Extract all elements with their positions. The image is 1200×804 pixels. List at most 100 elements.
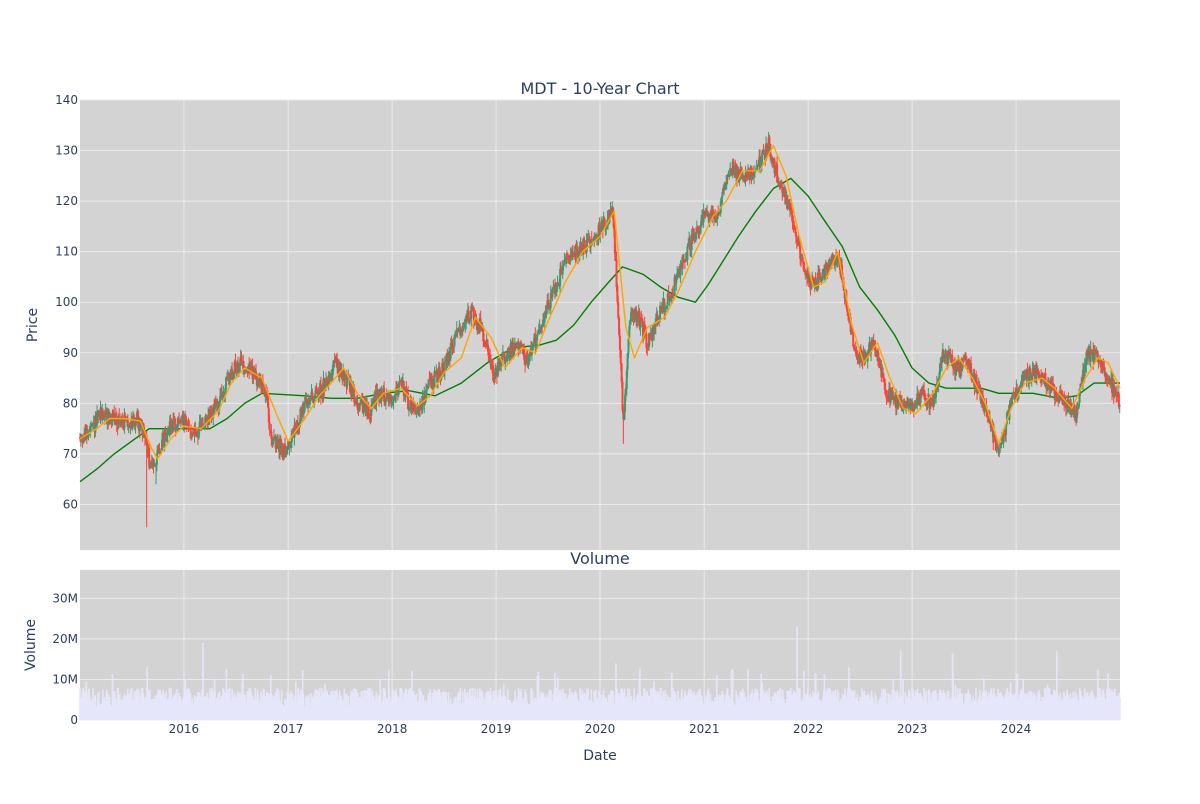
candle-body <box>795 236 798 244</box>
x-tick-label: 2016 <box>169 722 200 736</box>
volume-bar <box>249 688 252 720</box>
candle-body <box>123 415 126 429</box>
volume-bar <box>136 688 138 720</box>
volume-bar <box>753 693 756 720</box>
volume-bar <box>1119 698 1121 720</box>
candle-body <box>925 403 928 405</box>
date-x-axis: 2016 2017 2018 2019 2020 2021 2022 2023 2024 <box>169 722 1032 736</box>
volume-bar <box>617 692 620 720</box>
candle-body <box>487 346 490 356</box>
candle-body <box>470 306 473 319</box>
candle-body <box>729 168 732 176</box>
candle-body <box>204 416 207 425</box>
candle-body <box>629 320 632 325</box>
candle-body <box>126 419 129 427</box>
volume-bar <box>548 689 551 720</box>
candle-body <box>184 417 187 428</box>
candle-body <box>705 214 708 216</box>
volume-bar <box>997 688 999 720</box>
candle-body <box>468 318 471 323</box>
volume-bar <box>593 691 596 720</box>
candle-body <box>237 371 240 374</box>
candle-body <box>143 437 146 439</box>
candle-body <box>1085 352 1088 366</box>
volume-bar <box>225 669 228 720</box>
candle-body <box>136 411 139 423</box>
candle-body <box>316 389 319 392</box>
volume-bar <box>730 670 733 720</box>
candle-body <box>383 400 386 404</box>
candle-body <box>671 293 674 295</box>
candle-body <box>958 362 961 374</box>
x-axis-label: Date <box>583 748 616 764</box>
candle-body <box>615 259 618 288</box>
candle-body <box>561 265 564 275</box>
candle-body <box>823 267 826 280</box>
candle-body <box>907 403 910 408</box>
candle-body <box>124 415 127 420</box>
candle-body <box>625 370 628 390</box>
candle-body <box>1032 367 1035 370</box>
candle-body <box>897 400 900 407</box>
candle-body <box>856 356 859 360</box>
candle-body <box>774 170 777 173</box>
volume-bar <box>248 687 250 720</box>
candle-body <box>976 389 979 393</box>
candle-body <box>1026 368 1029 376</box>
candle-body <box>532 342 535 345</box>
candle-body <box>102 417 105 419</box>
candle-body <box>447 357 450 365</box>
candle-body <box>885 391 888 399</box>
volume-y-tick-label: 10M <box>52 672 78 686</box>
candle-body <box>609 209 612 219</box>
candle-body <box>324 384 327 388</box>
candle-body <box>604 227 607 229</box>
candle-body <box>143 426 146 438</box>
candle-body <box>333 360 336 362</box>
volume-bar <box>807 688 809 720</box>
candle-body <box>555 283 558 290</box>
candle-body <box>380 393 383 402</box>
candle-body <box>325 379 328 386</box>
volume-bar <box>934 689 937 720</box>
candle-body <box>836 258 839 260</box>
candle-body <box>1093 352 1096 362</box>
candle-body <box>406 389 409 393</box>
candle-body <box>863 349 866 363</box>
candle-body <box>96 413 99 426</box>
candle-body <box>724 184 727 186</box>
candle-body <box>132 414 135 424</box>
candle-body <box>185 419 188 427</box>
candle-body <box>882 377 885 379</box>
volume-bar <box>498 689 500 720</box>
volume-bar <box>433 689 436 720</box>
candle-body <box>454 337 457 339</box>
candle-body <box>229 375 232 380</box>
moving-average-long-line <box>79 177 1120 483</box>
candle-body <box>198 421 201 432</box>
candle-body <box>129 425 132 428</box>
candle-body <box>740 169 743 173</box>
candle-body <box>720 197 723 202</box>
candle-body <box>659 305 662 321</box>
candle-body <box>150 461 153 466</box>
candle-body <box>163 430 166 447</box>
candle-body <box>630 312 633 322</box>
candle-body <box>724 185 727 190</box>
candle-body <box>281 445 284 453</box>
candle-body <box>472 307 475 324</box>
candle-body <box>1018 385 1021 387</box>
volume-bar <box>239 692 241 720</box>
candle-body <box>277 439 280 449</box>
candle-body <box>982 395 985 409</box>
candle-body <box>314 386 317 394</box>
candle-body <box>671 294 674 299</box>
price-y-tick-label: 90 <box>63 346 78 360</box>
candle-body <box>586 240 589 243</box>
volume-bar <box>435 690 437 720</box>
candle-body <box>266 390 269 399</box>
candle-body <box>109 414 112 418</box>
candle-body <box>531 343 534 346</box>
candle-body <box>172 419 175 432</box>
candle-body <box>267 408 270 423</box>
